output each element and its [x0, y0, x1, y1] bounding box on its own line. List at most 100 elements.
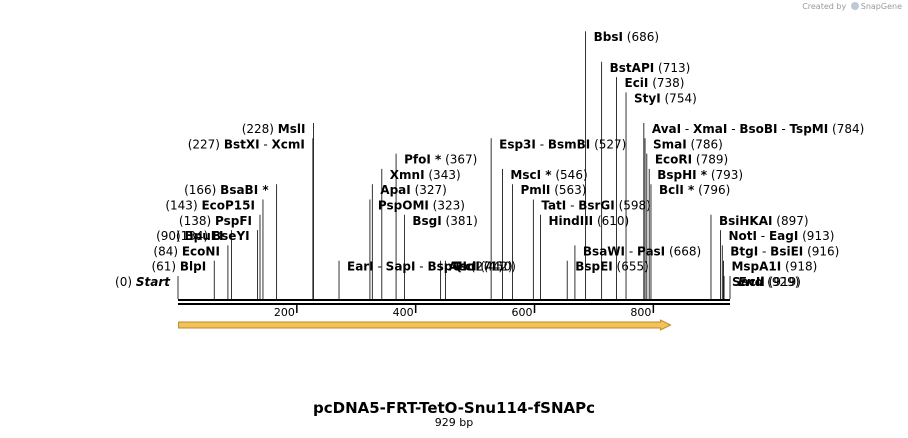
- enzyme-name: SacII: [732, 275, 765, 289]
- site-position: (327): [411, 183, 447, 197]
- site-label-group: (166) BsaBI *: [184, 183, 269, 197]
- enzyme-name: BspHI: [657, 168, 696, 182]
- site-position: (61): [151, 260, 179, 274]
- site-label-group: (134) BseYI: [176, 229, 250, 243]
- enzyme-name: BtgI: [730, 244, 758, 258]
- enzyme-name: SmaI: [653, 137, 687, 151]
- site-position: (796): [694, 183, 730, 197]
- site-position: (786): [687, 137, 723, 151]
- enzyme-name: BstXI: [224, 137, 260, 151]
- site-label: StyI (754): [634, 91, 697, 105]
- enzyme-name: SapI: [386, 260, 416, 274]
- enzyme-name: BsrGI: [578, 199, 615, 213]
- star-marker: *: [258, 183, 269, 197]
- site-label: BsiHKAI (897): [719, 214, 809, 228]
- site-name-separator: -: [415, 260, 427, 274]
- enzyme-name: HindIII: [548, 214, 593, 228]
- sequence-backbone: [178, 299, 730, 305]
- site-position: (610): [593, 214, 629, 228]
- site-position: (784): [828, 122, 864, 136]
- site-label-group: (90) BpuEI: [156, 229, 223, 243]
- site-label: (166) BsaBI *: [184, 183, 269, 197]
- site-label: AccI (442): [449, 260, 513, 274]
- site-label: BtgI - BsiEI (916): [730, 244, 839, 258]
- site-name-separator: -: [758, 244, 770, 258]
- site-name-separator: -: [374, 260, 386, 274]
- site-name-separator: -: [778, 122, 790, 136]
- enzyme-name: BlpI: [180, 260, 206, 274]
- enzyme-name: BsiEI: [770, 244, 803, 258]
- site-position: (598): [615, 199, 651, 213]
- site-label-group: MspA1I (918): [731, 260, 817, 274]
- star-marker: *: [541, 168, 552, 182]
- site-position: (166): [184, 183, 220, 197]
- site-position: (84): [153, 244, 181, 258]
- enzyme-name: BstAPI: [610, 61, 655, 75]
- star-marker: *: [684, 183, 695, 197]
- enzyme-name: BsmBI: [548, 137, 590, 151]
- site-label: End (929): [738, 275, 799, 289]
- site-label: EcoRI (789): [655, 153, 728, 167]
- site-label: HindIII (610): [548, 214, 629, 228]
- enzyme-name: PasI: [637, 244, 665, 258]
- enzyme-name: EcoNI: [182, 244, 220, 258]
- site-label: SacII (919): [732, 275, 801, 289]
- site-label-group: BsaWI - PasI (668): [583, 244, 701, 258]
- site-label: (61) BlpI: [151, 260, 206, 274]
- enzyme-name: MspA1I: [731, 260, 781, 274]
- enzyme-name: BsaBI: [220, 183, 258, 197]
- ruler-tick-label: 800: [630, 306, 651, 319]
- ruler-tick-label: 600: [512, 306, 533, 319]
- site-label-group: SacII (919): [732, 275, 801, 289]
- site-label: NotI - EagI (913): [728, 229, 834, 243]
- site-label: (0) Start: [115, 275, 171, 289]
- site-position: (919): [765, 275, 801, 289]
- site-label: MspA1I (918): [731, 260, 817, 274]
- enzyme-name: XmnI: [390, 168, 425, 182]
- site-label-group: AvaI - XmaI - BsoBI - TspMI (784): [652, 122, 864, 136]
- site-position: (897): [772, 214, 808, 228]
- site-label: Esp3I - BsmBI (527): [499, 137, 626, 151]
- site-label: BspEI (655): [575, 260, 649, 274]
- enzyme-name: BspEI: [575, 260, 613, 274]
- site-label: (143) EcoP15I: [165, 199, 255, 213]
- ruler-tick-label: 400: [393, 306, 414, 319]
- enzyme-name: Start: [136, 275, 171, 289]
- site-label: MscI * (546): [510, 168, 587, 182]
- site-name-separator: -: [566, 199, 578, 213]
- site-label: BstAPI (713): [610, 61, 691, 75]
- ruler-tick-label: 200: [274, 306, 295, 319]
- site-label-group: BspHI * (793): [657, 168, 743, 182]
- site-position: (323): [429, 199, 465, 213]
- credit-prefix: Created by: [802, 2, 847, 11]
- enzyme-name: TatI: [541, 199, 566, 213]
- site-label: TatI - BsrGI (598): [541, 199, 651, 213]
- site-label-group: BsgI (381): [412, 214, 477, 228]
- site-label: PspOMI (323): [378, 199, 465, 213]
- site-label: (84) EcoNI: [153, 244, 220, 258]
- site-position: (655): [613, 260, 649, 274]
- enzyme-name: PspFI: [215, 214, 252, 228]
- site-label: PfoI * (367): [404, 153, 477, 167]
- feature-track: [178, 319, 672, 331]
- site-label: EciI (738): [625, 76, 685, 90]
- site-label: BclI * (796): [659, 183, 730, 197]
- site-label-group: TatI - BsrGI (598): [541, 199, 651, 213]
- site-label: (228) MslI: [242, 122, 306, 136]
- feature-arrow: [178, 319, 672, 331]
- site-position: (343): [425, 168, 461, 182]
- snapgene-credit: Created by SnapGene: [802, 2, 902, 11]
- enzyme-name: EagI: [769, 229, 798, 243]
- site-name-separator: -: [757, 229, 769, 243]
- enzyme-name: AvaI: [652, 122, 681, 136]
- site-label: BsgI (381): [412, 214, 477, 228]
- site-position: (527): [590, 137, 626, 151]
- enzyme-name: TsoI: [453, 260, 479, 274]
- site-label-group: StyI (754): [634, 91, 697, 105]
- site-position: (0): [115, 275, 136, 289]
- site-position: (918): [781, 260, 817, 274]
- snapgene-logo-icon: [850, 2, 859, 10]
- site-label-group: (61) BlpI: [151, 260, 206, 274]
- enzyme-name: BseYI: [212, 229, 250, 243]
- site-position: (738): [648, 76, 684, 90]
